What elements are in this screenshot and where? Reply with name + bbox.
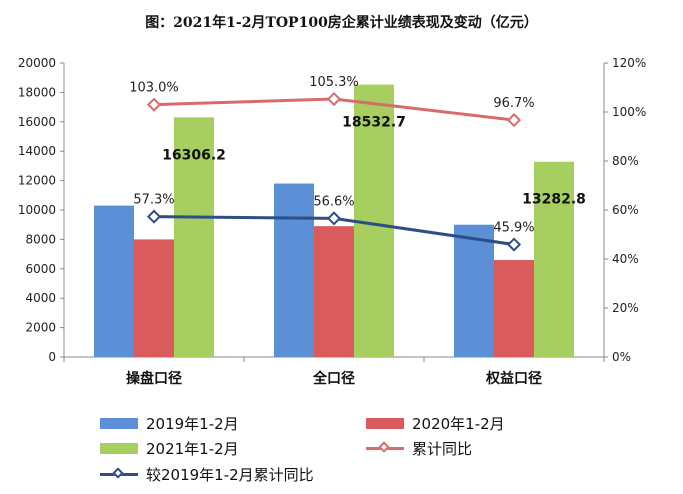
y-left-tick-label: 14000	[18, 144, 56, 158]
line-data-label: 105.3%	[309, 75, 359, 90]
line-point	[146, 97, 162, 112]
line-point	[326, 211, 342, 226]
legend-swatch-vs2019	[100, 467, 138, 480]
legend-item-yoy: 累计同比	[366, 438, 472, 459]
y-left-tick-label: 8000	[25, 232, 56, 246]
y-left-tick-label: 2000	[25, 321, 56, 335]
y-right-tick-label: 60%	[612, 203, 639, 217]
bar	[94, 205, 134, 357]
legend-swatch-2021	[100, 443, 138, 454]
legend-item-2021: 2021年1-2月	[100, 438, 239, 459]
legend-swatch-yoy	[366, 441, 404, 454]
line-point	[326, 91, 342, 107]
bar-data-label: 16306.2	[162, 147, 226, 163]
line-point	[146, 209, 162, 224]
legend-label-vs2019: 较2019年1-2月累计同比	[146, 466, 314, 484]
legend-label-2019: 2019年1-2月	[146, 415, 239, 433]
bar	[494, 259, 534, 357]
bar	[314, 226, 354, 357]
y-left-tick-label: 16000	[18, 115, 56, 129]
x-tick-label: 权益口径	[485, 370, 542, 387]
bar-data-label: 18532.7	[342, 115, 406, 131]
line-data-label: 103.0%	[129, 81, 179, 96]
y-right-tick-label: 20%	[612, 301, 639, 315]
legend-label-2021: 2021年1-2月	[146, 440, 239, 458]
y-right-tick-label: 100%	[612, 105, 646, 119]
legend-swatch-2019	[100, 418, 138, 429]
y-left-tick-label: 12000	[18, 174, 56, 188]
legend-item-vs2019: 较2019年1-2月累计同比	[100, 464, 314, 485]
legend-item-2019: 2019年1-2月	[100, 413, 239, 434]
y-left-tick-label: 4000	[25, 291, 56, 305]
bar	[534, 161, 574, 357]
bar	[274, 183, 314, 357]
y-left-tick-label: 18000	[18, 85, 56, 99]
line-data-label: 57.3%	[133, 193, 174, 208]
y-right-tick-label: 120%	[612, 56, 646, 70]
bar-data-label: 13282.8	[522, 192, 586, 208]
legend-item-2020: 2020年1-2月	[366, 413, 505, 434]
bar	[174, 117, 214, 357]
bar	[134, 239, 174, 357]
line-point	[506, 113, 522, 128]
y-left-tick-label: 10000	[18, 203, 56, 217]
y-left-tick-label: 6000	[25, 262, 56, 276]
y-left-tick-label: 20000	[18, 56, 56, 70]
chart-plot: 0 2000 4000 6000 8000 10000 12000 14000 16000 180…	[18, 56, 647, 387]
x-tick-label: 全口径	[312, 370, 355, 387]
y-left-tick-label: 0	[48, 350, 56, 364]
legend-swatch-2020	[366, 418, 404, 429]
bar	[454, 224, 494, 357]
legend-label-yoy: 累计同比	[412, 440, 473, 458]
legend-label-2020: 2020年1-2月	[412, 415, 505, 433]
x-tick-label: 操盘口径	[126, 370, 182, 387]
line-point	[506, 237, 522, 252]
line-data-label: 96.7%	[493, 96, 534, 111]
y-right-tick-label: 0%	[612, 350, 631, 364]
line-data-label: 45.9%	[493, 221, 534, 236]
y-right-tick-label: 40%	[612, 252, 639, 266]
chart-title: 图：2021年1-2月TOP100房企累计业绩表现及变动（亿元）	[145, 15, 538, 31]
y-right-tick-label: 80%	[612, 154, 639, 168]
line-data-label: 56.6%	[313, 194, 354, 209]
